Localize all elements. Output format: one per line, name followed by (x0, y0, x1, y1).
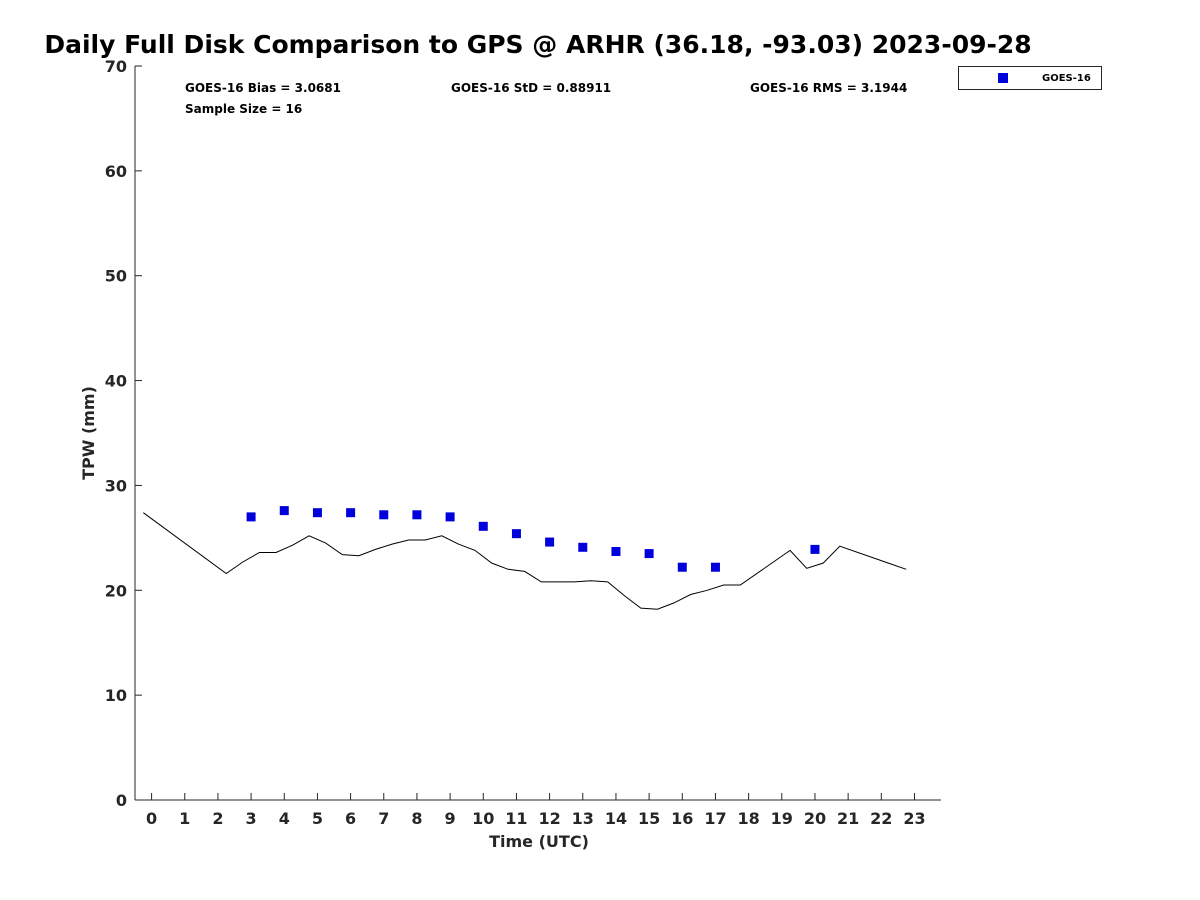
rms-annotation: GOES-16 RMS = 3.1944 (750, 81, 907, 95)
x-tick-label: 6 (345, 809, 356, 828)
goes16-data-point (346, 508, 356, 518)
chart-title: Daily Full Disk Comparison to GPS @ ARHR… (44, 30, 1031, 59)
x-tick-label: 15 (638, 809, 660, 828)
x-tick-label: 20 (804, 809, 826, 828)
series-layer (143, 506, 907, 610)
goes16-data-point (578, 542, 588, 552)
goes16-data-point (379, 510, 389, 520)
goes16-data-point (677, 562, 687, 572)
x-tick-label: 4 (279, 809, 290, 828)
sample-size-annotation: Sample Size = 16 (185, 102, 302, 116)
x-axis-label: Time (UTC) (489, 832, 589, 851)
x-tick-label: 22 (870, 809, 892, 828)
y-tick-label: 0 (116, 791, 127, 810)
gps-tpw-line (143, 512, 907, 610)
legend: GOES-16 (958, 66, 1102, 90)
goes16-data-point (246, 512, 256, 522)
legend-box (958, 66, 1102, 90)
x-tick-label: 2 (212, 809, 223, 828)
x-tick-label: 19 (771, 809, 793, 828)
x-tick-label: 10 (472, 809, 494, 828)
goes16-data-point (511, 529, 521, 539)
goes16-data-point (312, 508, 322, 518)
x-tick-label: 12 (538, 809, 560, 828)
x-tick-label: 8 (411, 809, 422, 828)
y-tick-label: 20 (105, 581, 127, 600)
x-tick-label: 9 (445, 809, 456, 828)
x-tick-label: 11 (505, 809, 527, 828)
y-tick-label: 70 (105, 57, 127, 76)
x-tick-label: 21 (837, 809, 859, 828)
goes16-data-point (445, 512, 455, 522)
x-tick-label: 3 (246, 809, 257, 828)
y-tick-label: 60 (105, 162, 127, 181)
legend-marker-goes16 (998, 73, 1008, 83)
goes16-data-point (545, 537, 555, 547)
x-axis-ticks: 0 1 2 3 4 5 6 7 8 9 10 11 12 13 14 15 16 17 18 19 20 21 22 23 (146, 793, 926, 828)
x-tick-label: 5 (312, 809, 323, 828)
x-tick-label: 18 (737, 809, 759, 828)
std-annotation: GOES-16 StD = 0.88911 (451, 81, 611, 95)
y-tick-label: 40 (105, 372, 127, 391)
goes16-data-point (644, 549, 654, 559)
x-tick-label: 16 (671, 809, 693, 828)
y-tick-label: 30 (105, 476, 127, 495)
goes16-data-point (412, 510, 422, 520)
y-tick-label: 10 (105, 686, 127, 705)
x-tick-label: 7 (378, 809, 389, 828)
legend-label-goes16: GOES-16 (1042, 73, 1091, 84)
y-tick-label: 50 (105, 267, 127, 286)
x-tick-label: 1 (179, 809, 190, 828)
x-tick-label: 13 (572, 809, 594, 828)
y-axis-label: TPW (mm) (79, 386, 98, 480)
goes16-data-point (478, 521, 488, 531)
x-tick-label: 14 (605, 809, 627, 828)
goes16-data-point (279, 506, 289, 516)
x-tick-label: 0 (146, 809, 157, 828)
goes16-data-point (710, 562, 720, 572)
x-tick-label: 23 (903, 809, 925, 828)
x-tick-label: 17 (704, 809, 726, 828)
y-axis-ticks: 0 10 20 30 40 50 60 70 (105, 57, 142, 810)
bias-annotation: GOES-16 Bias = 3.0681 (185, 81, 341, 95)
goes16-data-point (611, 546, 621, 556)
goes16-data-point (810, 544, 820, 554)
